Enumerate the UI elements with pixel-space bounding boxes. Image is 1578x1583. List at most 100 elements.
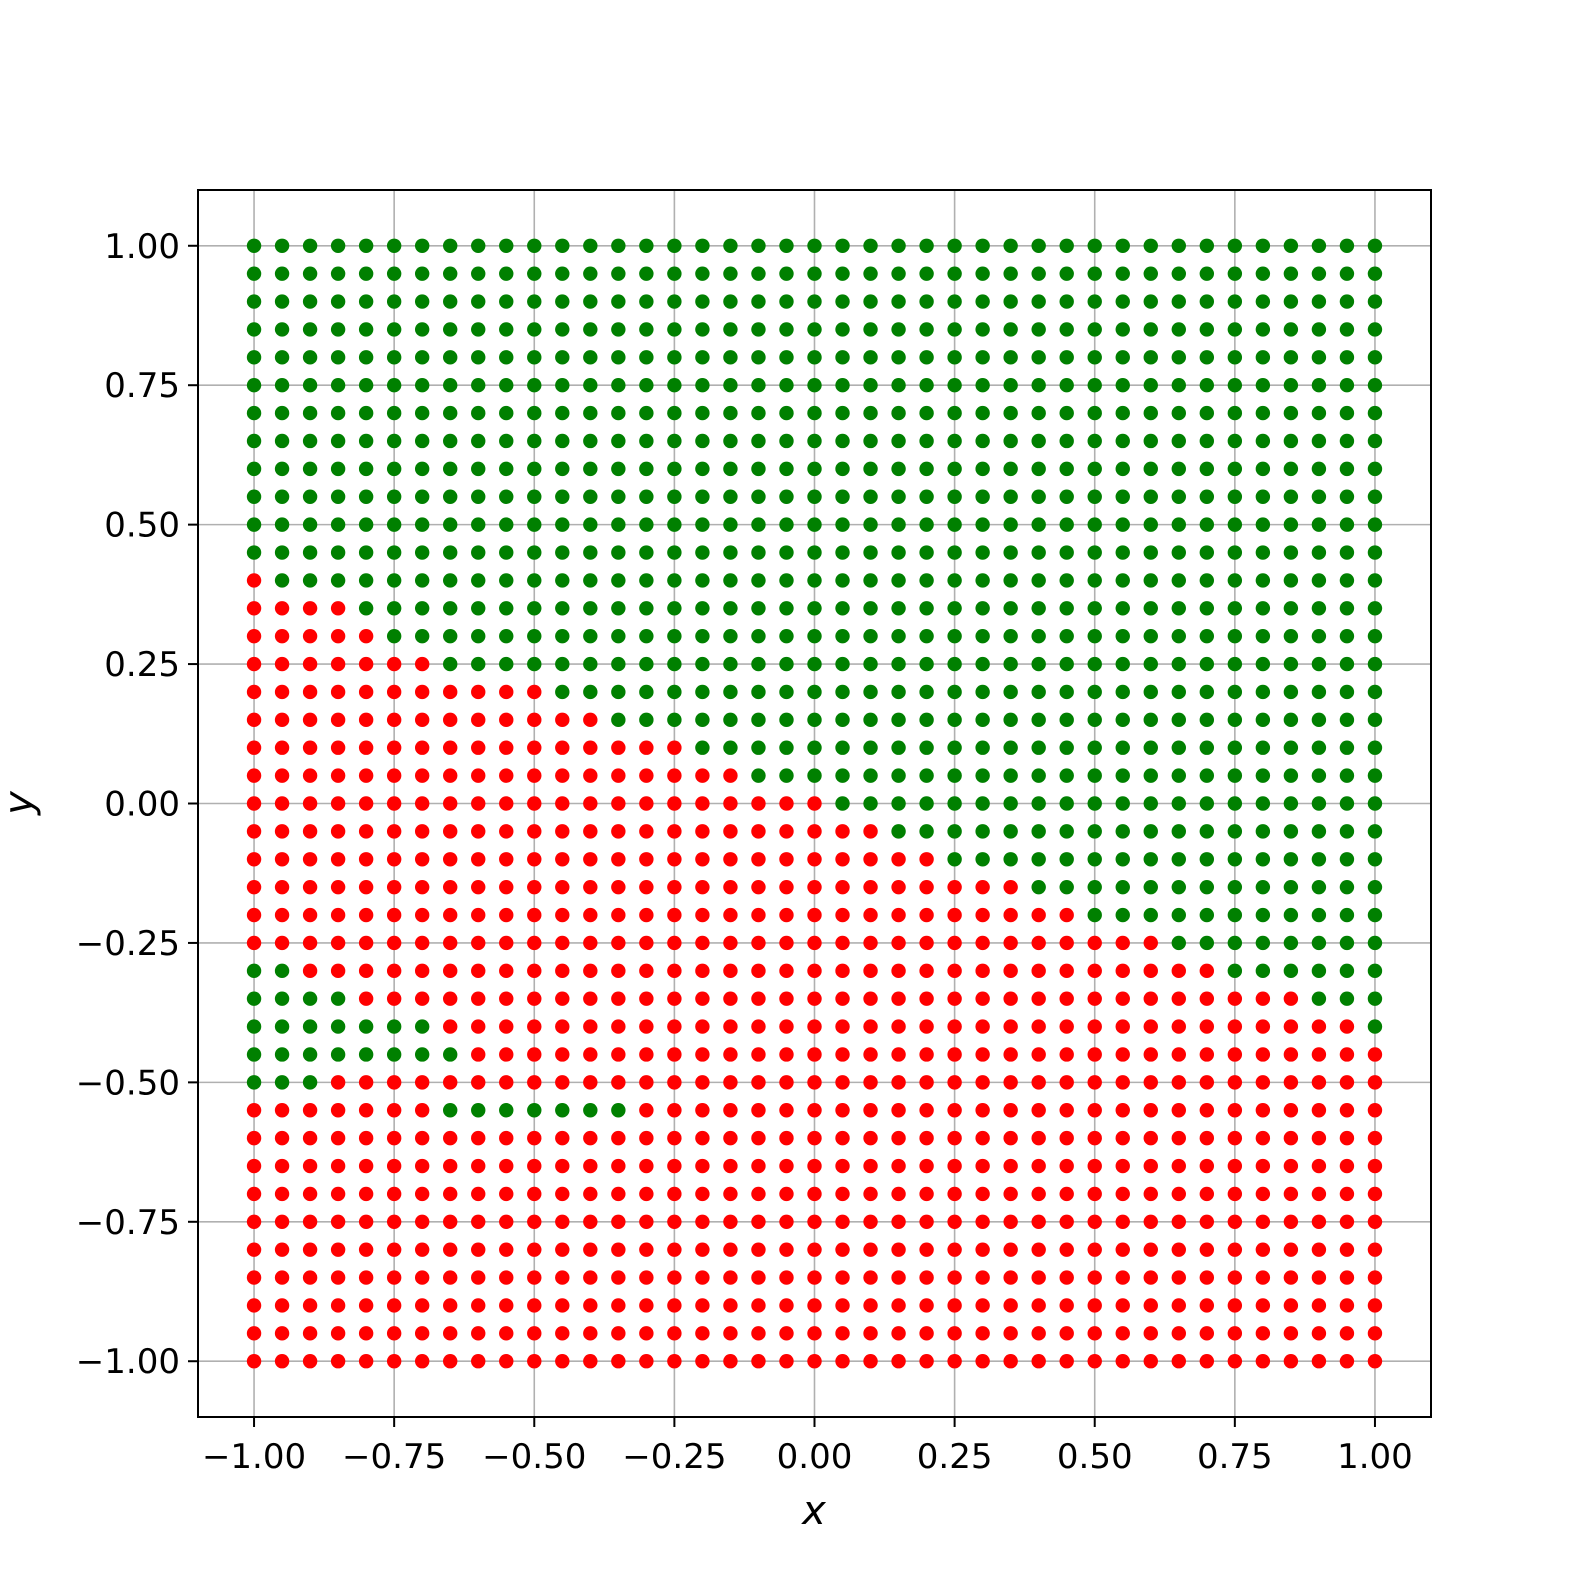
red-point — [386, 740, 402, 755]
green-point — [471, 601, 486, 616]
red-point — [1367, 1047, 1383, 1062]
red-point — [583, 963, 598, 979]
green-point — [975, 350, 990, 365]
green-point — [555, 545, 570, 560]
red-point — [499, 963, 514, 979]
green-point — [891, 238, 906, 253]
red-point — [302, 824, 318, 839]
green-point — [975, 433, 990, 449]
green-point — [751, 684, 766, 700]
green-point — [975, 238, 990, 253]
red-point — [1059, 1354, 1074, 1369]
red-point — [779, 1075, 794, 1090]
green-point — [779, 350, 794, 365]
green-point — [667, 350, 682, 365]
red-point — [751, 1186, 766, 1202]
green-point — [891, 656, 906, 672]
x-tick-label: −0.75 — [342, 1437, 446, 1477]
green-point — [835, 294, 850, 309]
green-point — [1059, 461, 1074, 477]
red-point — [414, 824, 430, 839]
green-point — [274, 573, 290, 588]
red-point — [1255, 1354, 1271, 1369]
red-point — [919, 1158, 934, 1174]
green-point — [1255, 684, 1271, 700]
green-point — [1311, 963, 1327, 979]
green-point — [358, 601, 374, 616]
green-point — [246, 545, 262, 560]
red-point — [1171, 1326, 1186, 1341]
green-point — [1003, 266, 1018, 281]
green-point — [583, 601, 598, 616]
red-point — [639, 1047, 654, 1062]
green-point — [1227, 852, 1243, 867]
green-point — [1339, 628, 1355, 644]
red-point — [527, 1130, 542, 1146]
green-point — [386, 545, 402, 560]
x-tick-label: −1.00 — [202, 1437, 306, 1477]
green-point — [723, 740, 738, 755]
red-point — [274, 824, 290, 839]
red-point — [891, 1019, 906, 1034]
green-point — [807, 517, 822, 532]
red-point — [751, 1298, 766, 1313]
green-point — [1227, 266, 1243, 281]
green-point — [1339, 852, 1355, 867]
green-point — [1171, 712, 1186, 728]
green-point — [667, 322, 682, 337]
green-point — [863, 294, 878, 309]
red-point — [330, 1354, 346, 1369]
green-point — [1199, 796, 1215, 811]
green-point — [499, 266, 514, 281]
red-point — [723, 1354, 738, 1369]
red-point — [667, 1326, 682, 1341]
green-point — [919, 461, 934, 477]
red-point — [302, 768, 318, 783]
red-point — [891, 1103, 906, 1118]
red-point — [1311, 1242, 1327, 1257]
red-point — [1059, 1130, 1074, 1146]
green-point — [835, 656, 850, 672]
red-point — [274, 1354, 290, 1369]
green-point — [947, 768, 962, 783]
red-point — [695, 1354, 710, 1369]
red-point — [246, 935, 262, 951]
red-point — [695, 963, 710, 979]
red-point — [246, 852, 262, 867]
red-point — [246, 907, 262, 923]
red-point — [583, 879, 598, 895]
green-point — [807, 461, 822, 477]
green-point — [891, 461, 906, 477]
red-point — [779, 1326, 794, 1341]
red-point — [1283, 1242, 1299, 1257]
green-point — [947, 656, 962, 672]
green-point — [639, 238, 654, 253]
red-point — [1087, 1186, 1102, 1202]
red-point — [947, 1354, 962, 1369]
red-point — [1003, 1075, 1018, 1090]
green-point — [471, 461, 486, 477]
green-point — [358, 266, 374, 281]
red-point — [471, 768, 486, 783]
red-point — [1227, 1158, 1243, 1174]
green-point — [1367, 601, 1383, 616]
red-point — [414, 1354, 430, 1369]
red-point — [695, 1075, 710, 1090]
red-point — [302, 656, 318, 672]
red-point — [695, 1326, 710, 1341]
red-point — [1171, 1270, 1186, 1285]
red-point — [947, 1242, 962, 1257]
green-point — [330, 545, 346, 560]
red-point — [695, 991, 710, 1006]
green-point — [1115, 489, 1130, 504]
red-point — [695, 1047, 710, 1062]
green-point — [1311, 517, 1327, 532]
green-point — [1367, 461, 1383, 477]
green-point — [443, 322, 458, 337]
green-point — [779, 573, 794, 588]
green-point — [947, 350, 962, 365]
green-point — [975, 378, 990, 393]
y-tick-label: 0.25 — [104, 645, 180, 685]
red-point — [443, 824, 458, 839]
green-point — [919, 740, 934, 755]
